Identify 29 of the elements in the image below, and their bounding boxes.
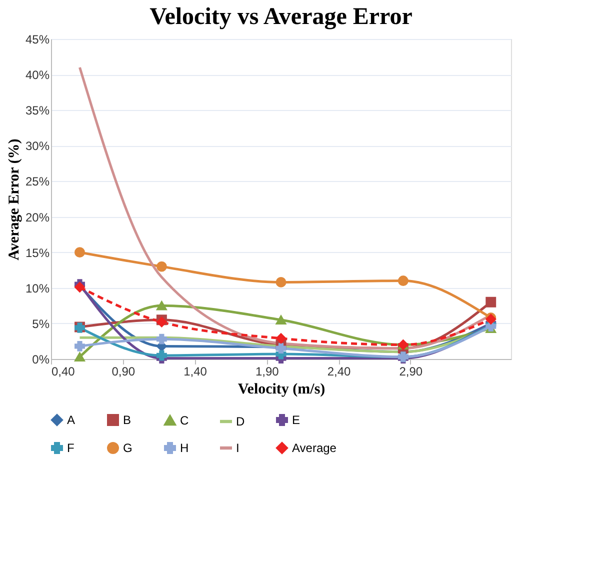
- legend-label: C: [180, 413, 189, 428]
- y-tick-label: 15%: [25, 246, 50, 260]
- y-tick-label: 45%: [25, 32, 50, 46]
- y-tick-label: 30%: [25, 139, 50, 154]
- legend-label: E: [292, 413, 300, 427]
- chart-title: Velocity vs Average Error: [150, 4, 413, 30]
- x-tick-label: 1,90: [255, 364, 280, 378]
- x-axis-title: Velocity (m/s): [238, 382, 326, 398]
- x-tick-label: 2,40: [327, 364, 351, 378]
- x-tick-label: 1,40: [184, 364, 208, 378]
- legend-label: Average: [292, 441, 337, 455]
- legend-label: D: [236, 414, 245, 428]
- y-tick-label: 10%: [25, 281, 50, 296]
- x-tick-label: 2,90: [399, 364, 423, 378]
- y-tick-label: 35%: [25, 104, 50, 118]
- y-tick-label: 5%: [32, 316, 50, 331]
- y-axis-title: Average Error (%): [6, 138, 22, 260]
- x-tick-label: 0,90: [112, 364, 136, 378]
- legend-label: H: [180, 441, 189, 455]
- x-tick-label: 0,40: [52, 364, 76, 378]
- y-tick-label: 25%: [25, 174, 50, 189]
- y-tick-label: 0%: [32, 352, 50, 366]
- legend-label: I: [236, 441, 240, 455]
- legend-label: A: [67, 413, 76, 427]
- legend-label: F: [67, 441, 74, 455]
- legend-label: G: [123, 441, 132, 455]
- y-tick-label: 40%: [25, 68, 50, 82]
- legend-label: B: [123, 413, 132, 427]
- y-tick-label: 20%: [25, 210, 50, 224]
